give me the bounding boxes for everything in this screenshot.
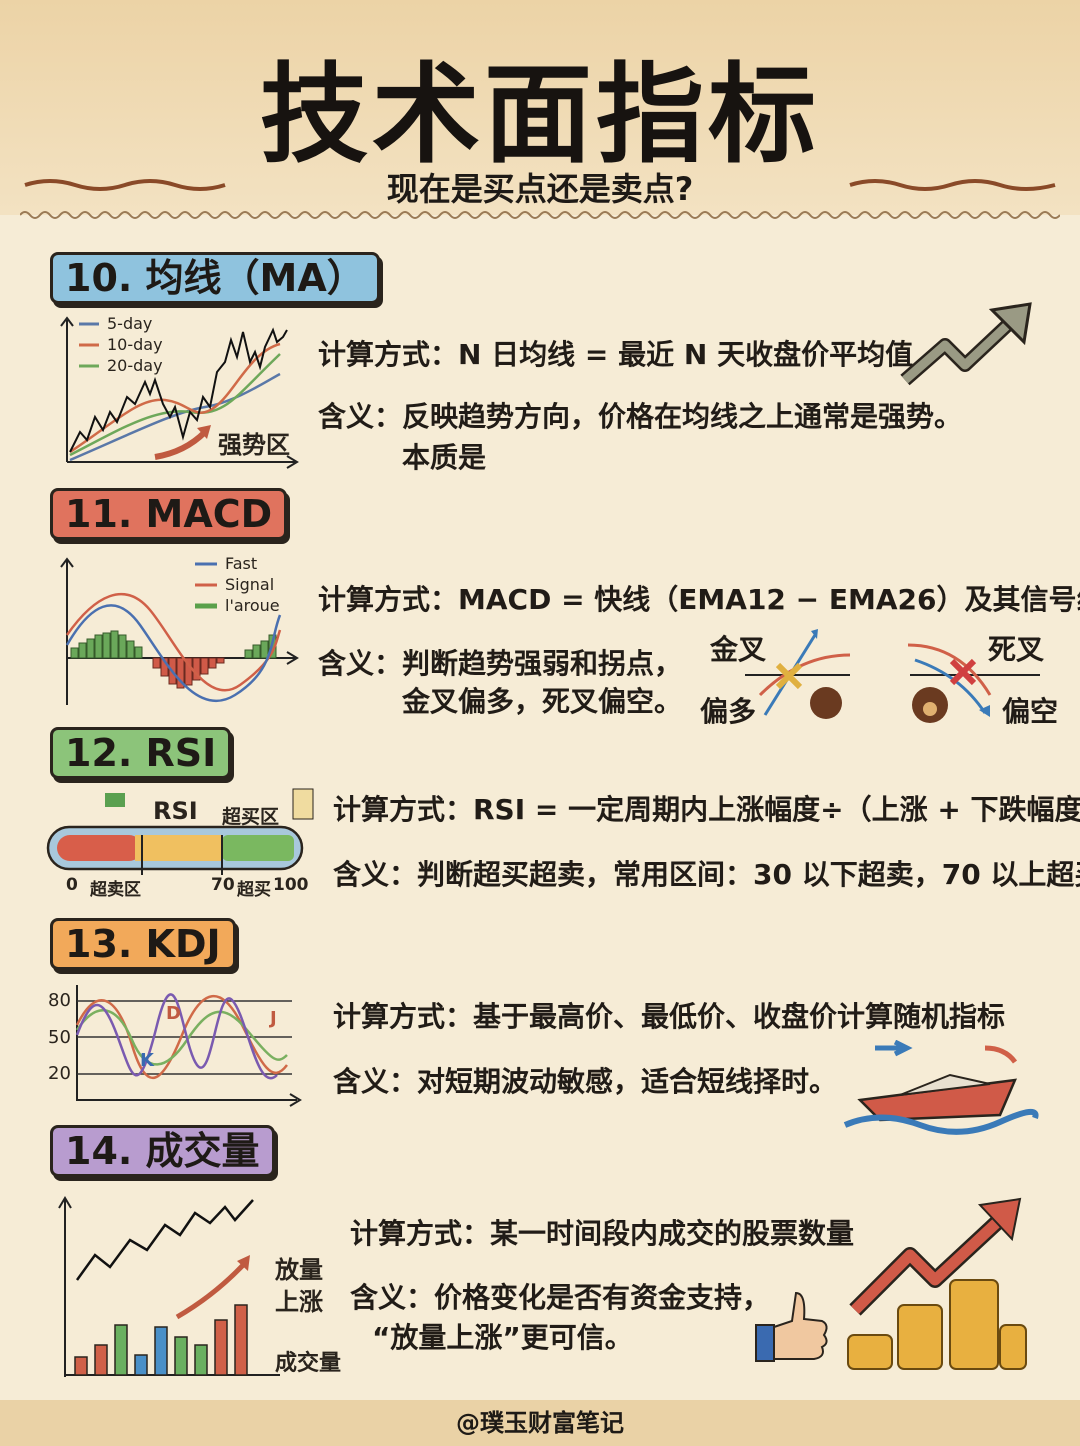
ma-legend-10day: 10-day — [107, 335, 163, 354]
macd-legend-fast: Fast — [225, 554, 258, 573]
rsi-overbought-label: 超买 — [237, 880, 271, 900]
bearish-label: 偏空 — [1002, 695, 1059, 728]
kdj-ytick-50: 50 — [48, 1027, 71, 1048]
page-title: 技术面指标 — [259, 53, 820, 178]
macd-chart — [60, 557, 299, 705]
volume-label-rise: 上涨 — [275, 1288, 323, 1316]
kdj-k-label: K — [140, 1050, 154, 1071]
kdj-j-label: J — [270, 1008, 277, 1029]
ma-meaning-text-2: 本质是 — [402, 441, 487, 474]
section-badge-macd: 11. MACD — [50, 488, 288, 540]
section-badge-rsi: 12. RSI — [50, 727, 232, 779]
volume-meaning-text: 含义：价格变化是否有资金支持， — [350, 1281, 771, 1314]
coins-rising-arrow-icon — [847, 1197, 1027, 1370]
kdj-meaning-text: 含义：对短期波动敏感，适合短线择时。 — [333, 1065, 838, 1098]
rsi-calc-text: 计算方式：RSI = 一定周期内上涨幅度÷（上涨 + 下跌幅度） — [333, 793, 1080, 826]
certificate-icon — [292, 788, 314, 820]
section-badge-volume: 14. 成交量 — [50, 1125, 275, 1177]
ma-legend-20day: 20-day — [107, 356, 163, 375]
footer-author: @璞玉财富笔记 — [0, 1400, 1080, 1446]
golden-cross-label: 金叉 — [710, 633, 767, 666]
volume-meaning-text-2: “放量上涨”更可信。 — [372, 1321, 633, 1354]
rsi-tick-100: 100 — [273, 875, 309, 895]
thumbs-up-icon — [755, 1291, 828, 1362]
speedboat-icon — [843, 1040, 1039, 1135]
trend-up-arrow-icon — [900, 302, 1032, 386]
macd-meaning-text: 含义：判断趋势强弱和拐点， — [318, 647, 683, 680]
volume-label-increase: 放量 — [275, 1256, 323, 1284]
volume-axis-label: 成交量 — [275, 1351, 342, 1376]
decorative-wave-lines — [20, 179, 1060, 219]
kdj-calc-text: 计算方式：基于最高价、最低价、收盘价计算随机指标 — [333, 1000, 1006, 1033]
rsi-oversold-label: 超卖区 — [90, 880, 141, 900]
rsi-meaning-text: 含义：判断超买超卖，常用区间：30 以下超卖，70 以上超买。 — [333, 858, 1080, 891]
volume-calc-text: 计算方式：某一时间段内成交的股票数量 — [350, 1217, 855, 1250]
kdj-ytick-80: 80 — [48, 990, 71, 1011]
money-hand-icon — [105, 793, 125, 807]
macd-meaning-text-2: 金叉偏多，死叉偏空。 — [402, 685, 683, 718]
golden-death-cross-illustration — [745, 629, 1040, 723]
rsi-tick-70: 70 — [211, 875, 235, 895]
ma-chart — [60, 316, 299, 469]
macd-calc-text: 计算方式：MACD = 快线（EMA12 − EMA26）及其信号线 — [318, 583, 1080, 616]
ma-meaning-text: 含义：反映趋势方向，价格在均线之上通常是强势。 — [318, 400, 963, 433]
bullish-label: 偏多 — [700, 695, 757, 728]
death-cross-label: 死叉 — [988, 633, 1045, 666]
rsi-thermometer-gauge — [46, 788, 314, 875]
ma-legend-5day: 5-day — [107, 314, 153, 333]
macd-legend-signal: Signal — [225, 575, 275, 594]
ma-calc-text: 计算方式：N 日均线 = 最近 N 天收盘价平均值 — [318, 338, 914, 371]
macd-legend-histogram: l'aroue — [225, 596, 280, 615]
rsi-tick-0: 0 — [66, 875, 78, 895]
kdj-ytick-20: 20 — [48, 1063, 71, 1084]
section-badge-kdj: 13. KDJ — [50, 918, 236, 970]
volume-chart — [58, 1196, 280, 1377]
rsi-gauge-label: RSI — [153, 797, 198, 825]
rsi-overbought-zone-label: 超买区 — [222, 806, 280, 828]
header-band — [0, 0, 1080, 215]
page-subtitle: 现在是买点还是卖点? — [386, 170, 694, 208]
kdj-chart — [75, 985, 302, 1107]
ma-strong-zone-label: 强势区 — [218, 431, 290, 459]
kdj-d-label: D — [166, 1003, 181, 1024]
section-badge-ma: 10. 均线（MA） — [50, 252, 380, 304]
bull-icon — [810, 687, 842, 719]
